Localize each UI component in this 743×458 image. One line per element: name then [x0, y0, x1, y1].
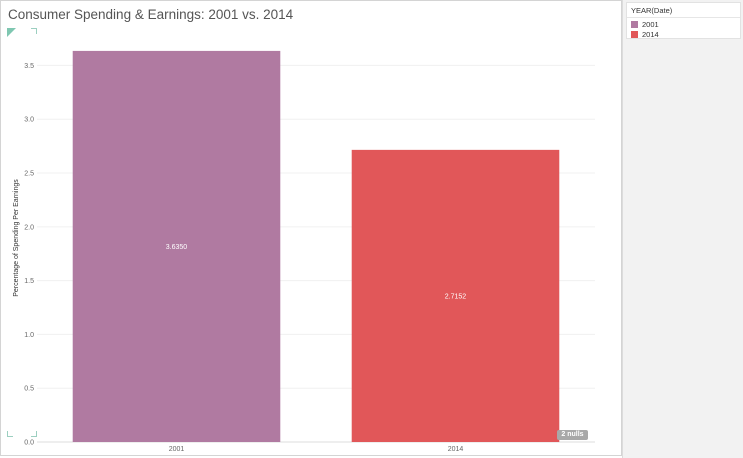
side-panel: YEAR(Date) 2001 2014	[622, 0, 743, 458]
legend-title: YEAR(Date)	[631, 6, 673, 15]
legend-item-2014[interactable]: 2014	[631, 29, 659, 39]
bar-value-label: 2.7152	[445, 293, 467, 300]
y-tick-label: 0.0	[24, 440, 34, 447]
selection-corner-marker	[7, 431, 13, 437]
y-axis-label: Percentage of Spending Per Earnings	[13, 179, 20, 297]
selection-corner-marker	[7, 28, 16, 37]
y-tick-label: 2.5	[24, 171, 34, 178]
y-tick-label: 2.0	[24, 224, 34, 231]
x-tick-label: 2014	[448, 446, 464, 453]
y-tick-label: 1.5	[24, 278, 34, 285]
y-tick-label: 0.5	[24, 386, 34, 393]
x-axis-ticks: 2001 2014	[169, 446, 464, 453]
selection-corner-marker	[31, 431, 37, 437]
legend-swatch	[631, 30, 638, 38]
bar-value-label: 3.6350	[166, 244, 188, 251]
legend-swatch	[631, 20, 638, 28]
color-legend[interactable]: YEAR(Date) 2001 2014	[626, 2, 741, 39]
nulls-indicator[interactable]: 2 nulls	[557, 430, 588, 440]
selection-corner-marker	[31, 28, 37, 34]
legend-item-2001[interactable]: 2001	[631, 19, 659, 29]
x-tick-label: 2001	[169, 446, 185, 453]
legend-divider	[627, 17, 740, 18]
chart-title: Consumer Spending & Earnings: 2001 vs. 2…	[8, 7, 294, 22]
bar-2001[interactable]	[72, 50, 281, 442]
y-tick-label: 3.0	[24, 117, 34, 124]
y-axis-ticks: 0.0 0.5 1.0 1.5 2.0 2.5 3.0 3.5	[24, 63, 34, 447]
bar-chart: 3.6350 2.7152 0.0 0.5 1.0 1.5 2.0 2.5 3.0 3.5 20…	[13, 50, 595, 453]
bar-2014[interactable]	[351, 149, 560, 442]
bars: 3.6350 2.7152	[72, 50, 560, 442]
y-tick-label: 3.5	[24, 63, 34, 70]
legend-label: 2014	[642, 29, 659, 39]
chart-view: Consumer Spending & Earnings: 2001 vs. 2…	[0, 0, 622, 456]
legend-label: 2001	[642, 19, 659, 29]
y-tick-label: 1.0	[24, 332, 34, 339]
